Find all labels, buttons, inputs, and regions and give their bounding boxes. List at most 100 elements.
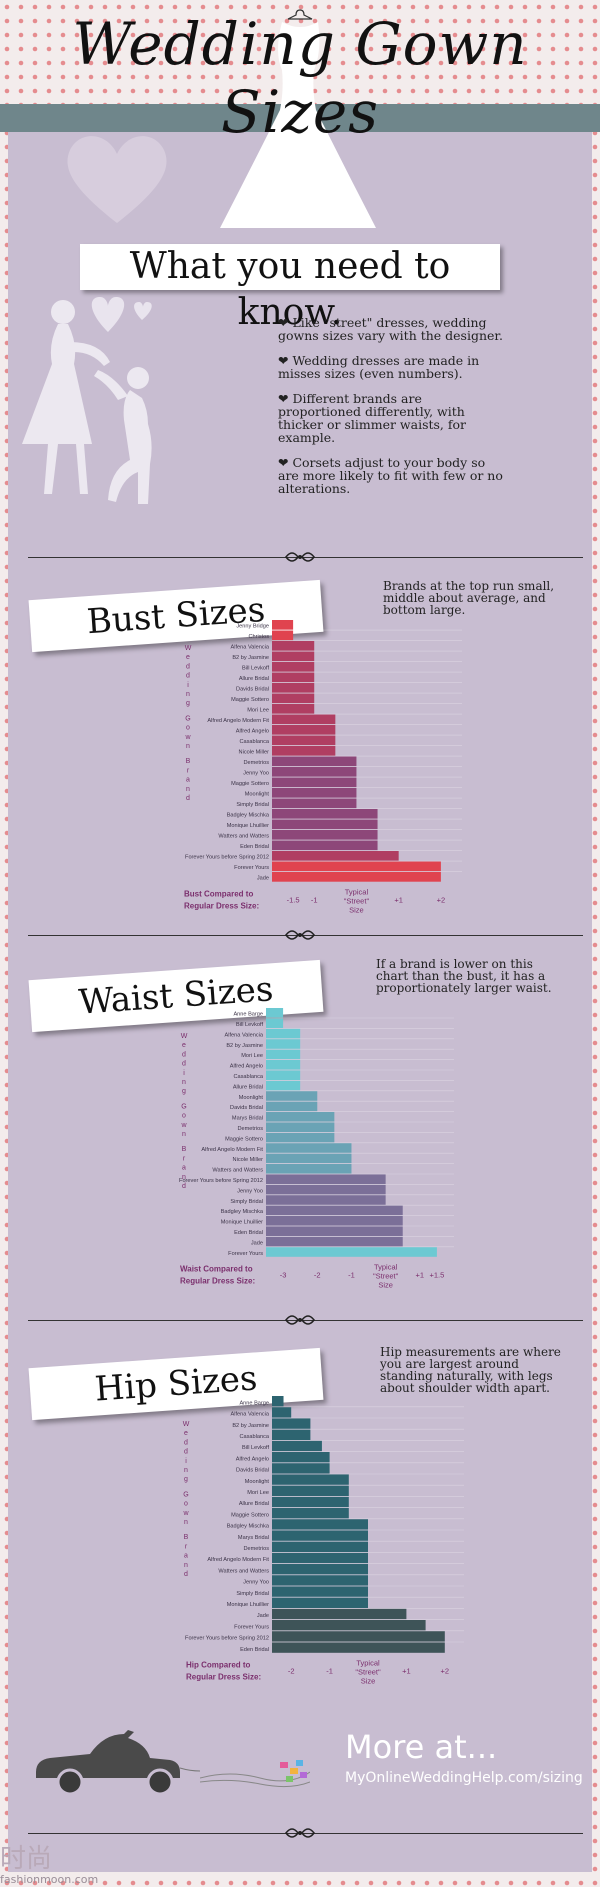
brand-tick-label: Maggie Sottero bbox=[231, 697, 269, 703]
y-axis-label-letter: d bbox=[182, 1061, 186, 1068]
subtitle-card: What you need to know. bbox=[80, 244, 500, 333]
bust-bar bbox=[272, 735, 336, 746]
brand-tick-label: Alfred Angelo bbox=[230, 1064, 263, 1070]
brand-tick-label: Jade bbox=[251, 1240, 263, 1246]
brand-tick-label: Monique Lhuillier bbox=[227, 1602, 269, 1608]
brand-tick-label: Moonlight bbox=[245, 1479, 270, 1485]
waist-bar bbox=[266, 1039, 301, 1049]
brand-tick-label: Mori Lee bbox=[247, 708, 269, 714]
y-axis-label-letter: B bbox=[186, 758, 191, 765]
x-axis-caption: Waist Compared to bbox=[180, 1265, 253, 1274]
y-axis-label-letter: n bbox=[182, 1131, 186, 1138]
hip-bar bbox=[272, 1396, 284, 1407]
y-axis-label-letter: d bbox=[186, 663, 190, 670]
bust-bar bbox=[272, 830, 378, 840]
brand-tick-label: Jenny Yoo bbox=[243, 1580, 269, 1586]
brand-tick-label: Moonlight bbox=[245, 792, 270, 798]
brand-tick-label: Jade bbox=[257, 876, 269, 882]
brand-tick-label: Christos bbox=[248, 634, 269, 640]
waist-bar bbox=[266, 1143, 352, 1153]
y-axis-label-letter: a bbox=[184, 1553, 188, 1560]
brand-tick-label: Bill Levkoff bbox=[242, 1445, 269, 1451]
brand-tick-label: Alfred Angelo Modern Fit bbox=[207, 1557, 269, 1563]
brand-tick-label: Nicole Miller bbox=[239, 750, 270, 756]
bust-bar bbox=[272, 756, 357, 767]
y-axis-label-letter: e bbox=[182, 1042, 186, 1049]
brand-tick-label: Alfred Angelo Modern Fit bbox=[201, 1147, 263, 1153]
bust-bar bbox=[272, 777, 357, 788]
y-axis-label-letter: W bbox=[181, 1033, 188, 1040]
y-axis-label-letter: G bbox=[181, 1103, 186, 1110]
typical-size-label: "Street" bbox=[344, 897, 370, 906]
y-axis-label-letter: o bbox=[184, 1501, 188, 1508]
brand-tick-label: Eden Bridal bbox=[240, 844, 269, 850]
x-tick-label: -1 bbox=[326, 1667, 333, 1676]
brand-tick-label: B2 by Jasmine bbox=[226, 1043, 263, 1049]
brand-tick-label: Davids Bridal bbox=[230, 1105, 263, 1111]
bust-bar bbox=[272, 798, 357, 809]
brand-tick-label: Maggie Sottero bbox=[231, 1512, 269, 1518]
waist-bar bbox=[266, 1195, 386, 1205]
hip-bar bbox=[272, 1541, 368, 1552]
hip-bar bbox=[272, 1564, 368, 1575]
bust-bar bbox=[272, 840, 378, 851]
couple-proposal-icon bbox=[22, 297, 152, 504]
brand-tick-label: Simply Bridal bbox=[230, 1199, 263, 1205]
y-axis-label-letter: G bbox=[185, 715, 190, 722]
scroll-ornament-icon bbox=[284, 930, 316, 940]
waist-bar bbox=[266, 1226, 403, 1236]
x-axis-caption: Regular Dress Size: bbox=[180, 1277, 255, 1286]
brand-tick-label: Monique Lhuillier bbox=[221, 1220, 263, 1226]
bust-bar bbox=[272, 809, 378, 819]
y-axis-label-letter: d bbox=[186, 673, 190, 680]
website-link[interactable]: MyOnlineWeddingHelp.com/sizing bbox=[345, 1770, 583, 1786]
typical-size-label: Typical bbox=[356, 1659, 380, 1668]
heart-bullet-icon: ❤ bbox=[278, 391, 293, 406]
x-tick-label: -1 bbox=[348, 1271, 355, 1280]
bust-bar bbox=[272, 872, 441, 882]
brand-tick-label: B2 by Jasmine bbox=[232, 655, 269, 661]
brand-tick-label: Jade bbox=[257, 1613, 269, 1619]
bust-bar bbox=[272, 851, 399, 861]
y-axis-label-letter: w bbox=[184, 734, 191, 741]
y-axis-label-letter: B bbox=[184, 1534, 189, 1541]
x-tick-label: +2 bbox=[437, 896, 446, 905]
bust-bar bbox=[272, 651, 315, 662]
scroll-ornament-icon bbox=[284, 1315, 316, 1325]
brand-tick-label: Alfred Angelo Modern Fit bbox=[207, 718, 269, 724]
x-axis-caption: Hip Compared to bbox=[186, 1661, 251, 1670]
brand-tick-label: B2 by Jasmine bbox=[232, 1423, 269, 1429]
brand-tick-label: Maggie Sottero bbox=[225, 1136, 263, 1142]
brand-tick-label: Jenny Bridge bbox=[236, 624, 269, 630]
x-tick-label: +1 bbox=[402, 1667, 411, 1676]
x-tick-label: +1 bbox=[416, 1271, 425, 1280]
bust-bar bbox=[272, 641, 315, 651]
hip-bar bbox=[272, 1496, 349, 1508]
y-axis-label-letter: w bbox=[180, 1122, 187, 1129]
hip-bar bbox=[272, 1452, 330, 1463]
brand-tick-label: Mori Lee bbox=[241, 1053, 263, 1059]
brand-tick-label: Mori Lee bbox=[247, 1490, 269, 1496]
y-axis-label-letter: r bbox=[185, 1543, 188, 1550]
brand-tick-label: Marys Bridal bbox=[232, 1116, 263, 1122]
hip-bar bbox=[272, 1519, 368, 1530]
x-tick-label: -2 bbox=[314, 1271, 321, 1280]
hip-bar bbox=[272, 1485, 349, 1496]
x-tick-label: -1.5 bbox=[287, 896, 300, 905]
bust-bar bbox=[272, 714, 336, 725]
y-axis-label-letter: d bbox=[184, 1439, 188, 1446]
brand-tick-label: Simply Bridal bbox=[236, 802, 269, 808]
bust-bar bbox=[272, 746, 336, 756]
y-axis-label-letter: d bbox=[182, 1183, 186, 1190]
hip-bar bbox=[272, 1508, 349, 1519]
brand-tick-label: Jenny Yoo bbox=[243, 771, 269, 777]
brand-tick-label: Forever Yours bbox=[234, 865, 269, 871]
brand-tick-label: Demetrios bbox=[238, 1126, 264, 1132]
bust-bar bbox=[272, 672, 315, 683]
waist-bar bbox=[266, 1205, 403, 1216]
waist-note: If a brand is lower on this chart than t… bbox=[376, 957, 552, 995]
waist-bar bbox=[266, 1112, 335, 1122]
x-axis-caption: Bust Compared to bbox=[184, 890, 253, 899]
